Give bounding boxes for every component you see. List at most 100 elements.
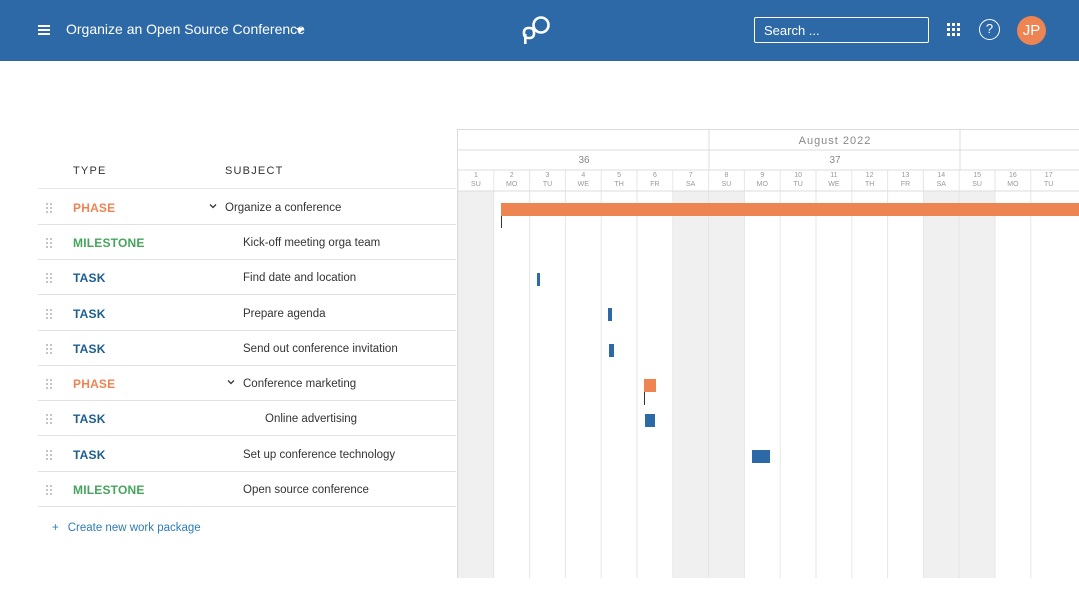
- gantt-chart: 1 SU 2 MO 3 TU 4 WE 5 TH 6 FR 7 SA 8 SU 9 MO 10 TU 11 WE 12 TH 1…: [457, 129, 1079, 578]
- drag-handle-icon[interactable]: [46, 344, 53, 356]
- day-number: 11: [830, 172, 837, 179]
- day-of-week: SU: [722, 181, 732, 188]
- day-of-week: TH: [865, 181, 874, 188]
- drag-handle-icon[interactable]: [46, 238, 53, 250]
- day-of-week: TU: [793, 181, 802, 188]
- plus-icon: +: [52, 522, 59, 534]
- work-package-subject[interactable]: Open source conference: [243, 484, 369, 496]
- hamburger-menu-icon[interactable]: [38, 25, 50, 35]
- weekend-column: [672, 191, 709, 578]
- table-row[interactable]: TASK Online advertising: [38, 401, 456, 436]
- task-bar-send-invitation[interactable]: [609, 344, 614, 357]
- top-navigation-bar: Organize an Open Source Conference ? JP: [0, 0, 1079, 61]
- task-bar-setup-technology[interactable]: [752, 450, 770, 463]
- table-row[interactable]: TASK Send out conference invitation: [38, 331, 456, 366]
- day-of-week: MO: [757, 181, 769, 188]
- work-package-subject[interactable]: Set up conference technology: [243, 449, 396, 461]
- table-row[interactable]: TASK Prepare agenda: [38, 296, 456, 331]
- column-header-type[interactable]: TYPE: [73, 165, 107, 177]
- drag-handle-icon[interactable]: [46, 414, 53, 426]
- row-divider: [38, 330, 456, 331]
- header-divider: [38, 188, 456, 189]
- drag-handle-icon[interactable]: [46, 273, 53, 285]
- work-package-subject[interactable]: Organize a conference: [225, 202, 342, 214]
- row-divider: [38, 224, 456, 225]
- work-package-subject[interactable]: Online advertising: [265, 413, 358, 425]
- day-of-week: MO: [506, 181, 518, 188]
- work-package-type: TASK: [73, 448, 106, 462]
- work-package-type: TASK: [73, 307, 106, 321]
- day-of-week: WE: [828, 181, 840, 188]
- drag-handle-icon[interactable]: [46, 203, 53, 215]
- help-icon[interactable]: ?: [979, 19, 1000, 40]
- week-label: 36: [578, 155, 590, 166]
- day-number: 17: [1045, 172, 1053, 179]
- table-row[interactable]: PHASE Conference marketing: [38, 366, 456, 401]
- chevron-down-icon[interactable]: [208, 201, 218, 211]
- weekend-column: [458, 191, 494, 578]
- gantt-timeline: 1 SU 2 MO 3 TU 4 WE 5 TH 6 FR 7 SA 8 SU 9 MO 10 TU 11 WE 12 TH 1…: [458, 130, 1079, 578]
- day-number: 16: [1009, 172, 1017, 179]
- drag-handle-icon[interactable]: [46, 450, 53, 462]
- day-of-week: FR: [650, 181, 659, 188]
- task-bar-online-advertising[interactable]: [645, 414, 655, 427]
- table-row[interactable]: MILESTONE Kick-off meeting orga team: [38, 225, 456, 260]
- row-divider: [38, 259, 456, 260]
- day-number: 6: [653, 172, 657, 179]
- day-number: 9: [760, 172, 764, 179]
- work-package-type: TASK: [73, 342, 106, 356]
- work-package-subject[interactable]: Conference marketing: [243, 378, 357, 390]
- task-bar-find-date[interactable]: [537, 273, 540, 286]
- weekend-column: [923, 191, 960, 578]
- day-number: 10: [794, 172, 802, 179]
- create-work-package-link[interactable]: + Create new work package: [52, 522, 201, 534]
- row-divider: [38, 400, 456, 401]
- caret-down-icon[interactable]: [296, 28, 304, 33]
- month-label: August 2022: [799, 135, 872, 147]
- table-row[interactable]: TASK Find date and location: [38, 260, 456, 295]
- chevron-down-icon[interactable]: [226, 377, 236, 387]
- day-number: 14: [937, 172, 945, 179]
- table-row[interactable]: MILESTONE Open source conference: [38, 472, 456, 507]
- row-divider: [38, 506, 456, 507]
- phase-bar-organize-conference[interactable]: [501, 203, 1079, 216]
- day-number: 15: [973, 172, 981, 179]
- modules-grid-icon[interactable]: [947, 23, 961, 37]
- row-divider: [38, 435, 456, 436]
- work-package-type: TASK: [73, 412, 106, 426]
- table-row[interactable]: PHASE Organize a conference: [38, 190, 456, 225]
- day-number: 1: [474, 172, 478, 179]
- create-work-package-label: Create new work package: [67, 522, 201, 534]
- day-of-week: WE: [578, 181, 590, 188]
- day-number: 8: [725, 172, 729, 179]
- day-of-week: SA: [686, 181, 696, 188]
- column-header-subject[interactable]: SUBJECT: [225, 165, 284, 177]
- table-row[interactable]: TASK Set up conference technology: [38, 437, 456, 472]
- work-package-type: PHASE: [73, 201, 116, 215]
- week-label: 37: [829, 155, 841, 166]
- drag-handle-icon[interactable]: [46, 309, 53, 321]
- day-number: 7: [689, 172, 693, 179]
- day-number: 2: [510, 172, 514, 179]
- weekend-column: [708, 191, 745, 578]
- openproject-logo-icon[interactable]: [521, 15, 553, 45]
- work-package-type: MILESTONE: [73, 483, 145, 497]
- day-number: 4: [581, 172, 585, 179]
- day-of-week: MO: [1007, 181, 1019, 188]
- drag-handle-icon[interactable]: [46, 485, 53, 497]
- work-package-subject[interactable]: Prepare agenda: [243, 308, 326, 320]
- day-of-week: TU: [543, 181, 552, 188]
- day-of-week: TU: [1044, 181, 1053, 188]
- work-package-subject[interactable]: Send out conference invitation: [243, 343, 398, 355]
- weekend-column: [959, 191, 995, 578]
- phase-bar-conference-marketing[interactable]: [644, 379, 656, 392]
- user-avatar[interactable]: JP: [1017, 16, 1046, 45]
- search-input[interactable]: [754, 17, 929, 43]
- work-package-subject[interactable]: Find date and location: [243, 272, 357, 284]
- drag-handle-icon[interactable]: [46, 379, 53, 391]
- task-bar-prepare-agenda[interactable]: [608, 308, 612, 321]
- project-selector[interactable]: Organize an Open Source Conference: [66, 21, 305, 37]
- day-of-week: FR: [901, 181, 910, 188]
- work-package-subject[interactable]: Kick-off meeting orga team: [243, 237, 381, 249]
- row-divider: [38, 294, 456, 295]
